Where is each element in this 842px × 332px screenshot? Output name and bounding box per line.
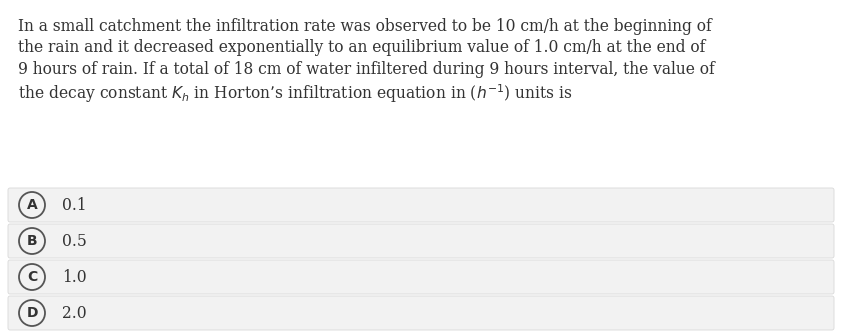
Text: 1.0: 1.0: [62, 269, 87, 286]
FancyBboxPatch shape: [8, 188, 834, 222]
Circle shape: [19, 300, 45, 326]
Circle shape: [19, 264, 45, 290]
Circle shape: [19, 228, 45, 254]
Text: B: B: [27, 234, 37, 248]
FancyBboxPatch shape: [8, 260, 834, 294]
Text: C: C: [27, 270, 37, 284]
Text: 0.5: 0.5: [62, 232, 87, 250]
Text: D: D: [26, 306, 38, 320]
Text: the decay constant $K_h$ in Horton’s infiltration equation in ($h^{-1}$) units i: the decay constant $K_h$ in Horton’s inf…: [18, 82, 573, 105]
Text: A: A: [27, 198, 37, 212]
Text: 0.1: 0.1: [62, 197, 87, 213]
FancyBboxPatch shape: [8, 224, 834, 258]
Text: 9 hours of rain. If a total of 18 cm of water infiltered during 9 hours interval: 9 hours of rain. If a total of 18 cm of …: [18, 61, 715, 78]
Text: 2.0: 2.0: [62, 304, 87, 321]
Circle shape: [19, 192, 45, 218]
Text: In a small catchment the infiltration rate was observed to be 10 cm/h at the beg: In a small catchment the infiltration ra…: [18, 18, 711, 35]
Text: the rain and it decreased exponentially to an equilibrium value of 1.0 cm/h at t: the rain and it decreased exponentially …: [18, 40, 706, 56]
FancyBboxPatch shape: [8, 296, 834, 330]
